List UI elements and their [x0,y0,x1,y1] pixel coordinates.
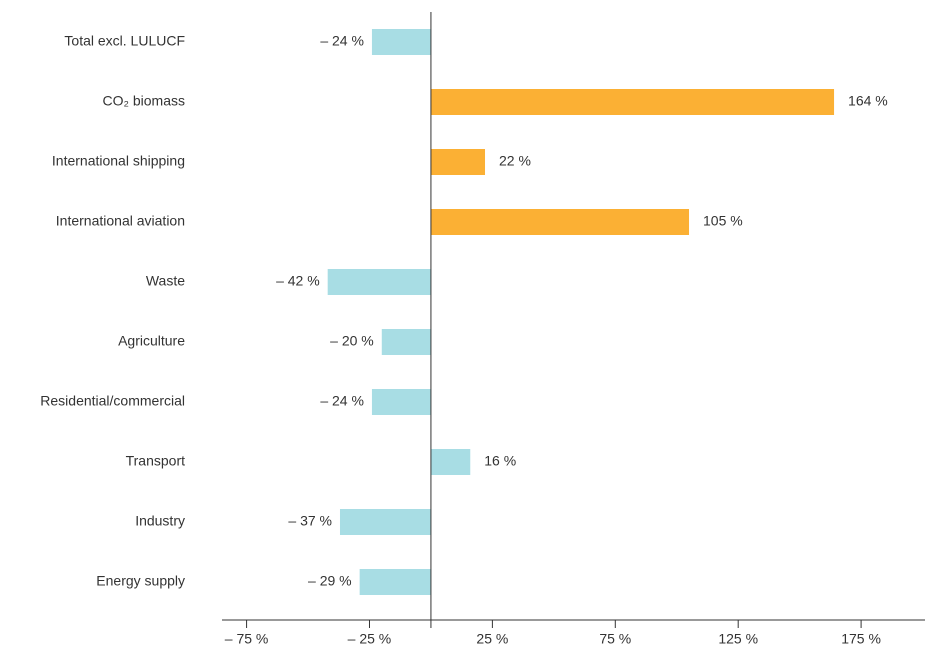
category-label: Agriculture [118,333,185,349]
bar [381,329,431,355]
value-label: – 20 % [330,333,374,349]
category-label: Energy supply [96,573,185,589]
bar [430,449,471,475]
category-label: Total excl. LULUCF [64,33,185,49]
value-label: – 42 % [276,273,320,289]
value-label: – 24 % [320,393,364,409]
category-label: Waste [146,273,185,289]
bar [430,149,486,175]
value-label: 16 % [484,453,516,469]
bar [339,509,431,535]
category-label: Industry [135,513,185,529]
bar [430,209,690,235]
category-label: CO₂ biomass [103,93,185,109]
value-label: – 29 % [308,573,352,589]
bar [371,29,431,55]
x-tick-label: 25 % [476,631,508,647]
bar [430,89,835,115]
value-label: 164 % [848,93,888,109]
value-label: 105 % [703,213,743,229]
category-label: International shipping [52,153,185,169]
value-label: – 37 % [288,513,332,529]
value-label: – 24 % [320,33,364,49]
x-tick-label: – 25 % [348,631,392,647]
category-label: Transport [126,453,186,469]
category-label: Residential/commercial [40,393,185,409]
bar [327,269,431,295]
bar [371,389,431,415]
x-tick-label: 125 % [718,631,758,647]
bar [359,569,431,595]
x-tick-label: 75 % [599,631,631,647]
value-label: 22 % [499,153,531,169]
category-label: International aviation [56,213,185,229]
x-tick-label: 175 % [841,631,881,647]
x-tick-label: – 75 % [225,631,269,647]
